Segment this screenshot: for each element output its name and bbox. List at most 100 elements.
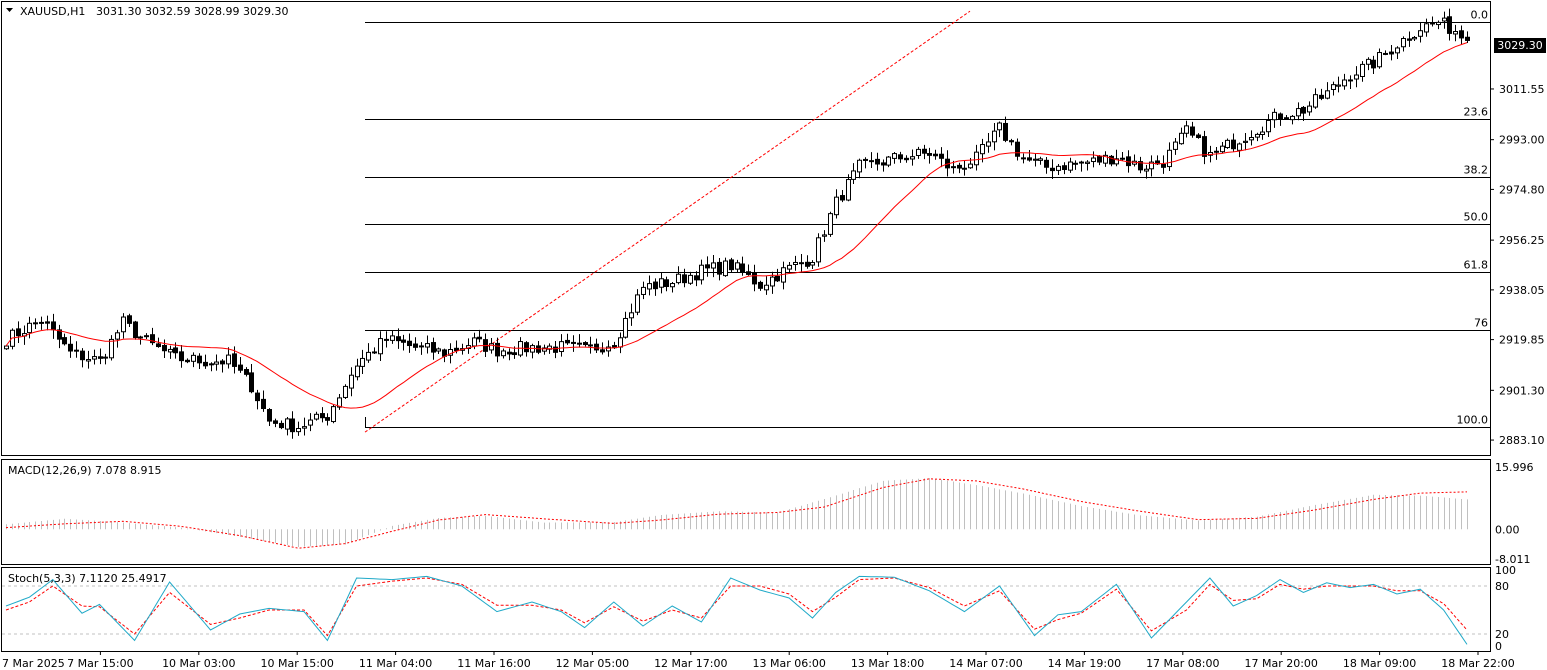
candle-body [1173,141,1178,150]
candle-body [238,364,243,371]
candle-body [138,336,143,339]
candle-body [413,343,418,348]
candle-body [542,347,547,352]
candle-body [1033,158,1038,161]
candle-body [688,274,693,284]
candle-body [33,322,38,325]
candle-body [822,234,827,237]
candle-body [1383,52,1388,55]
candle-body [577,342,582,345]
price-tick-label: 2883.10 [1499,434,1545,447]
candle-body [916,148,921,156]
candle-body [1348,79,1353,82]
candle-body [1138,161,1143,171]
moving-average [5,42,1468,409]
candle-body [559,341,564,353]
candle-body [4,345,9,350]
candle-body [594,343,599,351]
candle-body [939,153,944,159]
candle-body [1184,125,1189,134]
candle-body [600,349,605,353]
candle-body [1459,30,1464,39]
candle-body [261,398,266,410]
candle-body [682,274,687,284]
dropdown-triangle-icon[interactable] [6,8,13,12]
candle-body [1465,36,1470,41]
macd-tick-label: -8.011 [1495,553,1530,566]
candle-body [1319,94,1324,99]
candle-body [699,264,704,281]
candle-body [1407,38,1412,41]
candle-body [197,355,202,364]
candle-body [764,284,769,291]
candle-body [255,392,260,402]
candle-body [723,260,728,277]
candle-body [1354,74,1359,80]
candle-body [711,262,716,269]
candle-body [1068,161,1073,171]
candle-body [1021,157,1026,160]
fib-label: 23.6 [1464,106,1489,119]
macd-tick-label: 0.00 [1495,523,1520,536]
candle-body [664,279,669,288]
candle-body [1266,119,1271,133]
candle-body [179,351,184,362]
candle-body [1179,132,1184,145]
candle-body [524,342,529,353]
candle-body [653,281,658,290]
candle-body [390,335,395,341]
candle-body [1301,106,1306,114]
candle-body [80,350,85,361]
stoch-tick-label: 0 [1495,640,1502,653]
ma-line [5,42,1468,409]
candle-body [881,162,886,166]
candle-body [1109,155,1114,165]
stoch-tick-label: 100 [1495,564,1516,577]
time-tick-label: 14 Mar 07:00 [949,657,1022,670]
candle-body [1436,21,1441,26]
candle-body [62,337,67,345]
candle-body [244,369,249,375]
stoch-signal-line [5,577,1468,637]
macd-tick-label: 15.996 [1495,461,1534,474]
stoch-main-line [5,575,1468,645]
candle-body [758,281,763,289]
candle-body [285,418,290,430]
time-tick-label: 11 Mar 04:00 [359,657,432,670]
candle-body [1389,51,1394,55]
axis-labels: 3011.55 2993.00 2974.80 2956.25 2938.05 2919.… [2,83,1545,670]
candle-body [770,276,775,287]
candle-body [1366,58,1371,65]
candle-body [1360,63,1365,77]
candle-body [214,361,219,365]
candle-body [1073,162,1078,165]
candle-body [296,428,301,433]
candle-body [571,341,576,344]
candle-body [1015,141,1020,157]
price-tick-label: 2938.05 [1499,284,1545,297]
time-tick-label: 17 Mar 08:00 [1146,657,1219,670]
candlestick-series [4,8,1470,439]
candle-body [659,278,664,288]
candle-body [162,345,167,352]
candle-body [997,122,1002,131]
candle-body [635,294,640,313]
time-tick-label: 10 Mar 15:00 [260,657,333,670]
candle-body [185,359,190,363]
candle-body [267,409,272,422]
candle-body [98,356,103,359]
candle-body [1167,149,1172,168]
fib-trendline [364,10,971,433]
candle-body [1103,154,1108,164]
candle-body [477,336,482,340]
candle-body [583,342,588,346]
candle-body [1056,165,1061,171]
candle-body [226,354,231,365]
candle-body [249,372,254,393]
macd-title: MACD(12,26,9) 7.078 8.915 [8,464,162,477]
candle-body [962,167,967,170]
fib-label: 76 [1474,317,1488,330]
candle-body [302,426,307,429]
candle-body [45,321,50,324]
